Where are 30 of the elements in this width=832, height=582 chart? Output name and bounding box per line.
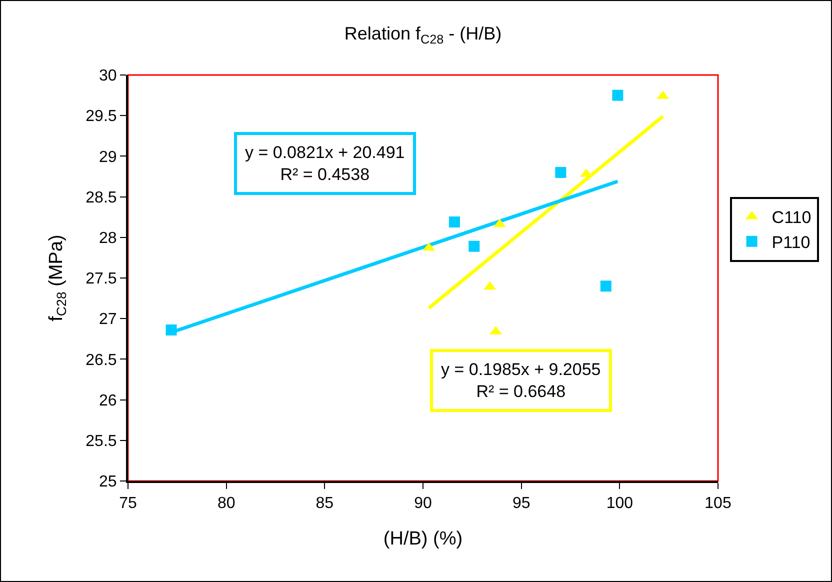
y-tick-label: 28 — [99, 230, 117, 247]
chart-title: Relation f$_{C28}$ - (H/B) — [344, 24, 502, 46]
x-tick-label: 105 — [704, 495, 732, 512]
y-tick-label: 28.5 — [86, 189, 117, 206]
y-tick-label: 29 — [99, 148, 117, 166]
y-tick-label: 26 — [99, 392, 117, 410]
legend-label: C110 — [772, 208, 812, 227]
point — [555, 166, 566, 178]
y-tick-label: 25.5 — [86, 433, 117, 450]
x-tick-label: 95 — [512, 495, 530, 512]
y-tick-label: 30 — [99, 68, 117, 85]
point — [612, 90, 624, 101]
x-tick-label: 100 — [606, 495, 634, 512]
point — [166, 324, 177, 336]
y-tick-label: 26.5 — [86, 352, 117, 369]
x-tick-label: 75 — [119, 495, 137, 512]
point — [448, 216, 460, 228]
x-tick-label: 85 — [316, 495, 334, 512]
annotation: y = 0.1985x + 9.2055 R² = 0.6648 — [441, 360, 601, 402]
legend-label: P110 — [772, 233, 810, 252]
y-tick-label: 25 — [99, 474, 117, 491]
x-axis-title: (H/B) (%) — [383, 528, 463, 550]
x-tick-label: 80 — [217, 495, 236, 512]
y-tick-label: 29.5 — [86, 108, 117, 126]
point — [600, 280, 612, 292]
x-tick-label: 90 — [414, 495, 432, 512]
y-tick-label: 27 — [99, 311, 117, 328]
annotation: y = 0.0821x + 20.491 R² = 0.4538 — [245, 143, 405, 184]
point — [468, 240, 480, 252]
y-tick-label: 27.5 — [86, 270, 117, 288]
